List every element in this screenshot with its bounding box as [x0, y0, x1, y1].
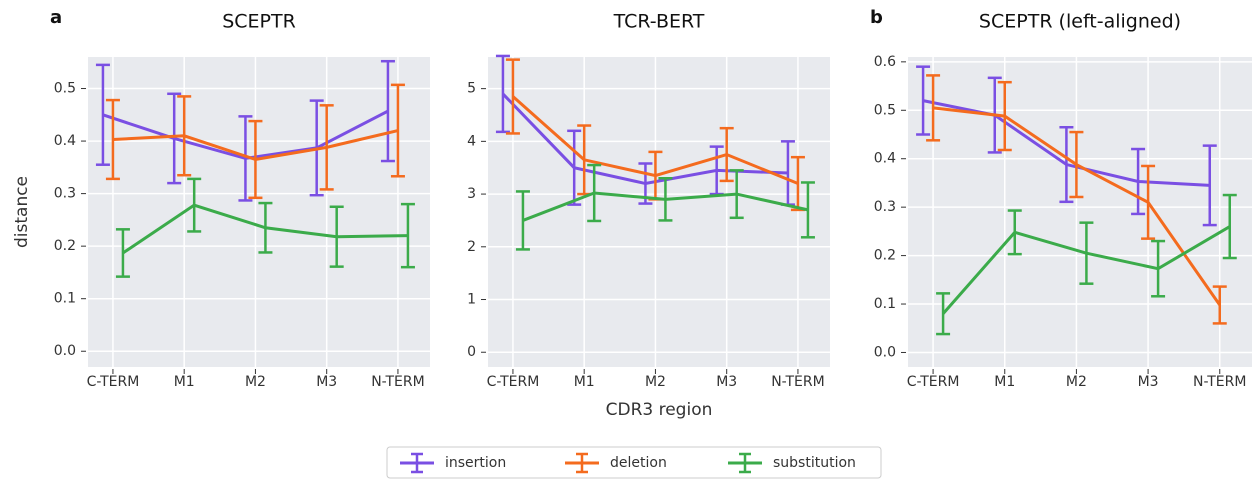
x-tick-label: N-TERM: [771, 374, 824, 390]
y-tick-label: 0.4: [874, 151, 896, 167]
x-tick-label: M2: [245, 374, 266, 390]
panel-label: a: [50, 7, 62, 28]
y-tick-label: 0.6: [874, 54, 896, 70]
x-tick-label: M3: [1138, 374, 1159, 390]
x-tick-label: N-TERM: [1193, 374, 1246, 390]
series: [936, 193, 1237, 336]
series: [105, 83, 405, 200]
plot-background: [908, 57, 1252, 367]
x-tick-label: M3: [716, 374, 737, 390]
y-tick-label: 0.3: [874, 199, 896, 215]
x-tick-label: C-TERM: [907, 374, 960, 390]
y-tick-label: 0.0: [874, 344, 896, 360]
chart-title: SCEPTR (left-aligned): [979, 11, 1181, 33]
legend-label: deletion: [610, 455, 667, 471]
series: [115, 177, 415, 278]
series: [515, 163, 815, 251]
chart-title: SCEPTR: [222, 11, 296, 33]
panel-label: b: [870, 7, 883, 28]
y-tick-label: 0.2: [54, 238, 76, 254]
legend-label: insertion: [445, 455, 506, 471]
y-tick-label: 2: [467, 239, 476, 255]
y-tick-label: 0.4: [54, 133, 76, 149]
y-tick-label: 0: [467, 344, 476, 360]
y-tick-label: 3: [467, 186, 476, 202]
y-tick-label: 0.1: [874, 296, 896, 312]
x-tick-label: C-TERM: [87, 374, 140, 390]
series: [505, 58, 805, 212]
y-axis-label: distance: [12, 176, 32, 248]
x-tick-label: M1: [994, 374, 1015, 390]
series: [926, 74, 1227, 325]
y-tick-label: 0.1: [54, 291, 76, 307]
x-tick-label: M1: [574, 374, 595, 390]
x-tick-label: M2: [1066, 374, 1087, 390]
y-tick-label: 5: [467, 81, 476, 97]
x-tick-label: M3: [316, 374, 337, 390]
plot-background: [88, 57, 430, 367]
y-tick-label: 0.0: [54, 343, 76, 359]
x-tick-label: N-TERM: [371, 374, 424, 390]
y-tick-label: 0.3: [54, 186, 76, 202]
chart-title: TCR-BERT: [613, 11, 705, 33]
plot-background: [488, 57, 830, 367]
legend-label: substitution: [773, 455, 856, 471]
x-axis-label: CDR3 region: [606, 400, 713, 420]
y-tick-label: 0.5: [54, 81, 76, 97]
x-tick-label: C-TERM: [487, 374, 540, 390]
x-tick-label: M1: [174, 374, 195, 390]
legend: insertion deletion substitution: [386, 446, 882, 479]
x-tick-label: M2: [645, 374, 666, 390]
y-tick-label: 0.5: [874, 102, 896, 118]
y-tick-label: 1: [467, 292, 476, 308]
y-tick-label: 4: [467, 133, 476, 149]
legend-box: [386, 446, 882, 479]
y-tick-label: 0.2: [874, 248, 896, 264]
